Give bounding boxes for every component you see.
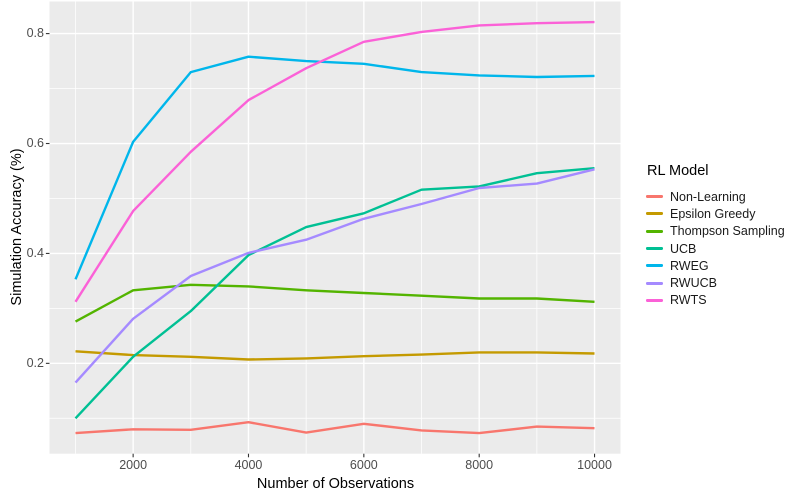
y-tick-label: 0.6	[26, 136, 44, 150]
legend-label: RWTS	[670, 293, 707, 308]
y-tick-label: 0.2	[26, 355, 44, 370]
legend-key-line	[646, 229, 663, 233]
legend-item-non-learning: Non-Learning	[646, 188, 785, 205]
legend-label: Epsilon Greedy	[670, 206, 756, 221]
series-line-rwucb	[74, 168, 595, 384]
legend-key-line	[646, 195, 663, 199]
x-tick-label: 8000	[465, 458, 494, 472]
legend-item-ucb: UCB	[646, 240, 785, 257]
series-line-thompson-sampling	[74, 283, 595, 323]
series-line-non-learning	[75, 421, 595, 435]
legend-label: Non-Learning	[670, 189, 746, 204]
legend-key-line	[646, 298, 663, 302]
panel-background	[49, 1, 621, 454]
legend-key-line	[646, 212, 663, 216]
x-tick-label: 6000	[349, 458, 378, 472]
series-line-epsilon-greedy	[75, 350, 595, 361]
series-line-rwts	[74, 20, 595, 303]
y-axis-title: Simulation Accuracy (%)	[9, 148, 25, 306]
legend-item-rweg: RWEG	[646, 257, 785, 274]
legend-label: RWEG	[670, 258, 709, 273]
legend-item-rwts: RWTS	[646, 292, 785, 309]
legend-label: RWUCB	[670, 276, 717, 291]
legend: RL Model Non-Learning Epsilon Greedy Thomp…	[646, 163, 785, 309]
x-tick-label: 10000	[577, 458, 612, 472]
legend-label: UCB	[670, 241, 697, 256]
legend-key-line	[646, 281, 663, 285]
x-axis-title: Number of Observations	[256, 476, 415, 492]
legend-item-epsilon-greedy: Epsilon Greedy	[646, 205, 785, 222]
legend-item-thompson-sampling: Thompson Sampling	[646, 223, 785, 240]
legend-title: RL Model	[647, 163, 709, 179]
series-line-rweg	[74, 55, 595, 280]
x-tick-label: 4000	[234, 458, 263, 472]
legend-label: Thompson Sampling	[670, 224, 785, 239]
y-tick-label: 0.4	[26, 245, 44, 260]
legend-key-line	[646, 264, 663, 268]
series-line-ucb	[74, 167, 595, 420]
legend-item-rwucb: RWUCB	[646, 274, 785, 291]
legend-items: Non-Learning Epsilon Greedy Thompson Sampl…	[646, 188, 785, 309]
legend-key-line	[646, 247, 663, 251]
y-tick-label: 0.8	[26, 26, 44, 41]
x-tick-label: 2000	[119, 458, 148, 472]
